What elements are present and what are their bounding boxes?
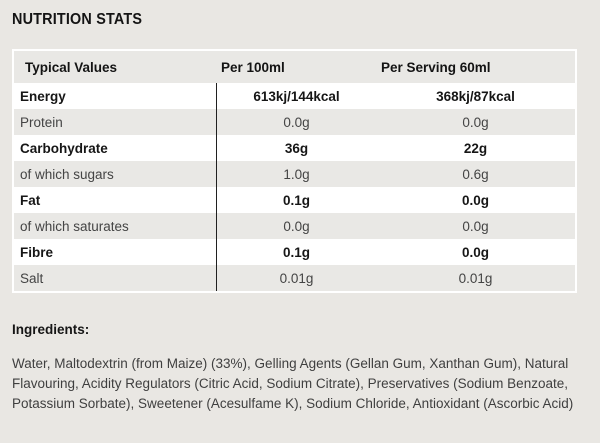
column-header-per-100ml: Per 100ml <box>221 59 285 75</box>
row-value-per-100ml: 0.01g <box>216 265 376 291</box>
ingredients-heading: Ingredients: <box>12 322 90 337</box>
row-value-per-serving: 0.0g <box>462 218 489 234</box>
table-row: of which sugars 1.0g 0.6g <box>14 161 575 187</box>
page-title: NUTRITION STATS <box>12 11 143 28</box>
row-label: Protein <box>20 114 63 130</box>
row-value-per-serving: 0.6g <box>462 166 489 182</box>
table-row: Protein 0.0g 0.0g <box>14 109 575 135</box>
row-value-per-100ml: 613kj/144kcal <box>216 83 376 109</box>
row-value-per-100ml: 0.1g <box>216 187 376 213</box>
row-label: Salt <box>20 270 44 286</box>
row-value-per-100ml: 36g <box>216 135 376 161</box>
row-value-per-100ml: 0.0g <box>216 213 376 239</box>
table-row: Energy 613kj/144kcal 368kj/87kcal <box>14 83 575 109</box>
row-value-per-100ml: 0.0g <box>216 109 376 135</box>
table-body: Energy 613kj/144kcal 368kj/87kcal Protei… <box>14 83 575 291</box>
column-header-per-serving-60ml: Per Serving 60ml <box>381 59 491 75</box>
row-value-per-100ml: 0.1g <box>216 239 376 265</box>
row-value-per-serving: 22g <box>463 140 488 156</box>
row-label: Fat <box>20 192 41 208</box>
table-row: Fat 0.1g 0.0g <box>14 187 575 213</box>
column-header-typical-values: Typical Values <box>25 59 118 75</box>
row-value-per-serving: 0.0g <box>461 244 489 260</box>
row-value-per-serving: 0.0g <box>462 114 489 130</box>
table-row: Salt 0.01g 0.01g <box>14 265 575 291</box>
table-header-row: Typical Values Per 100ml Per Serving 60m… <box>14 51 575 83</box>
row-label: Energy <box>20 88 66 104</box>
table-row: Fibre 0.1g 0.0g <box>14 239 575 265</box>
ingredients-text: Water, Maltodextrin (from Maize) (33%), … <box>12 356 574 411</box>
table-row: Carbohydrate 36g 22g <box>14 135 575 161</box>
row-label: of which sugars <box>20 166 114 182</box>
table-row: of which saturates 0.0g 0.0g <box>14 213 575 239</box>
nutrition-table: Typical Values Per 100ml Per Serving 60m… <box>12 49 577 293</box>
row-value-per-serving: 0.01g <box>458 270 493 286</box>
row-value-per-100ml: 1.0g <box>216 161 376 187</box>
row-value-per-serving: 368kj/87kcal <box>436 88 515 104</box>
row-value-per-serving: 0.0g <box>461 192 489 208</box>
row-label: Fibre <box>20 244 54 260</box>
row-label: of which saturates <box>20 218 129 234</box>
row-label: Carbohydrate <box>20 140 108 156</box>
nutrition-page: NUTRITION STATS Typical Values Per 100ml… <box>12 11 577 411</box>
